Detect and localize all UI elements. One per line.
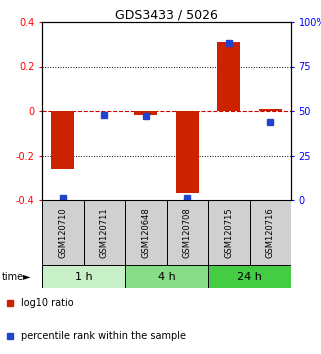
Bar xyxy=(249,200,291,265)
Text: GSM120708: GSM120708 xyxy=(183,207,192,258)
Text: 24 h: 24 h xyxy=(237,272,262,281)
Bar xyxy=(83,200,125,265)
Text: ►: ► xyxy=(22,272,30,281)
Bar xyxy=(125,200,167,265)
Bar xyxy=(176,111,199,193)
Title: GDS3433 / 5026: GDS3433 / 5026 xyxy=(115,9,218,22)
Bar xyxy=(208,200,249,265)
Bar xyxy=(259,109,282,111)
Bar xyxy=(167,200,208,265)
Bar xyxy=(42,200,83,265)
Text: log10 ratio: log10 ratio xyxy=(21,298,74,308)
Bar xyxy=(51,111,74,169)
Bar xyxy=(217,42,240,111)
Text: percentile rank within the sample: percentile rank within the sample xyxy=(21,331,186,341)
Text: 1 h: 1 h xyxy=(75,272,92,281)
Text: GSM120715: GSM120715 xyxy=(224,207,233,258)
Text: GSM120716: GSM120716 xyxy=(266,207,275,258)
Bar xyxy=(208,265,291,288)
Text: 4 h: 4 h xyxy=(158,272,175,281)
Text: time: time xyxy=(2,272,24,281)
Text: GSM120710: GSM120710 xyxy=(58,207,67,258)
Bar xyxy=(42,265,125,288)
Text: GSM120711: GSM120711 xyxy=(100,207,109,258)
Text: GSM120648: GSM120648 xyxy=(141,207,150,258)
Bar xyxy=(125,265,208,288)
Bar xyxy=(134,111,157,115)
